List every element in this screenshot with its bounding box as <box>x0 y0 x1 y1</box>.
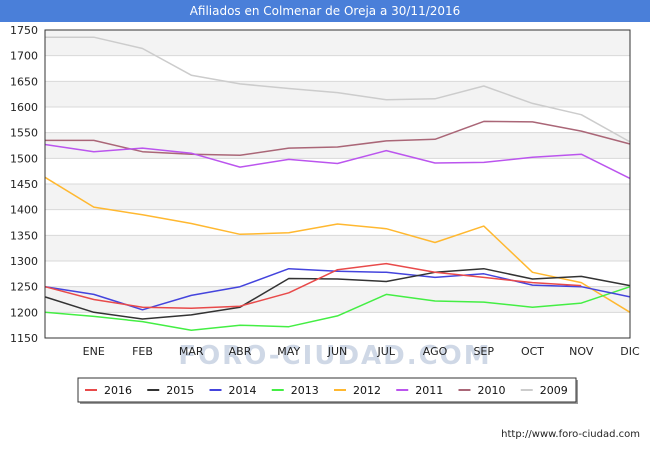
x-tick-label: MAR <box>179 345 204 358</box>
plot-frame <box>44 29 631 339</box>
grid-band <box>45 81 630 107</box>
y-tick-label: 1400 <box>10 204 38 217</box>
grid-band <box>45 30 630 56</box>
series-line-2012 <box>44 176 631 313</box>
y-tick-label: 1250 <box>10 281 38 294</box>
grid-band <box>45 286 630 313</box>
series-line-2009 <box>45 36 631 143</box>
background-bands <box>45 30 630 313</box>
series-line-2013 <box>44 285 631 332</box>
y-tick-label: 1150 <box>10 332 38 345</box>
y-tick-label: 1300 <box>10 255 38 268</box>
series-line-2015 <box>44 267 631 320</box>
legend-label-2015: 2015 <box>166 384 194 397</box>
y-tick-label: 1350 <box>10 229 38 242</box>
x-tick-label: NOV <box>569 345 594 358</box>
y-tick-label: 1450 <box>10 178 38 191</box>
legend-label-2010: 2010 <box>478 384 506 397</box>
x-tick-label: JUN <box>327 345 348 358</box>
y-tick-label: 1600 <box>10 101 38 114</box>
y-tick-label: 1500 <box>10 152 38 165</box>
x-tick-label: ABR <box>229 345 252 358</box>
legend-label-2016: 2016 <box>104 384 132 397</box>
grid-band <box>45 184 630 210</box>
series-line-2010 <box>45 120 631 157</box>
x-tick-label: ENE <box>83 345 105 358</box>
series-line-2011 <box>44 143 631 180</box>
x-tick-label: JUL <box>377 345 396 358</box>
y-tick-label: 1550 <box>10 127 38 140</box>
x-tick-label: AGO <box>423 345 448 358</box>
x-tick-label: DIC <box>620 345 640 358</box>
legend-label-2009: 2009 <box>540 384 568 397</box>
x-tick-label: OCT <box>521 345 544 358</box>
legend: 2016 2015 2014 2013 2012 2011 2010 2009 <box>77 377 578 404</box>
x-tick-label: MAY <box>277 345 300 358</box>
legend-label-2012: 2012 <box>353 384 381 397</box>
y-tick-label: 1650 <box>10 75 38 88</box>
legend-box <box>77 377 577 403</box>
grid-band <box>45 235 630 261</box>
legend-label-2011: 2011 <box>415 384 443 397</box>
series-lines <box>44 36 631 332</box>
y-tick-label: 1700 <box>10 50 38 63</box>
x-axis-ticks: ENE FEB MAR ABR MAY JUN JUL AGO SEP OCT NOV DIC <box>83 345 640 358</box>
y-tick-label: 1200 <box>10 306 38 319</box>
y-tick-label: 1750 <box>10 24 38 37</box>
legend-label-2014: 2014 <box>229 384 257 397</box>
grid-band <box>45 132 630 159</box>
series-line-2014 <box>44 267 631 311</box>
footer-url: http://www.foro-ciudad.com <box>501 429 640 440</box>
chart-title: Afiliados en Colmenar de Oreja a 30/11/2… <box>0 0 650 22</box>
x-tick-label: SEP <box>473 345 494 358</box>
watermark: FORO-CIUDAD.COM <box>178 341 491 371</box>
legend-label-2013: 2013 <box>291 384 319 397</box>
y-axis-ticks: 1150 1200 1250 1300 1350 1400 1450 1500 1550 1600… <box>10 24 38 345</box>
series-line-2016 <box>44 262 582 309</box>
x-tick-label: FEB <box>132 345 153 358</box>
